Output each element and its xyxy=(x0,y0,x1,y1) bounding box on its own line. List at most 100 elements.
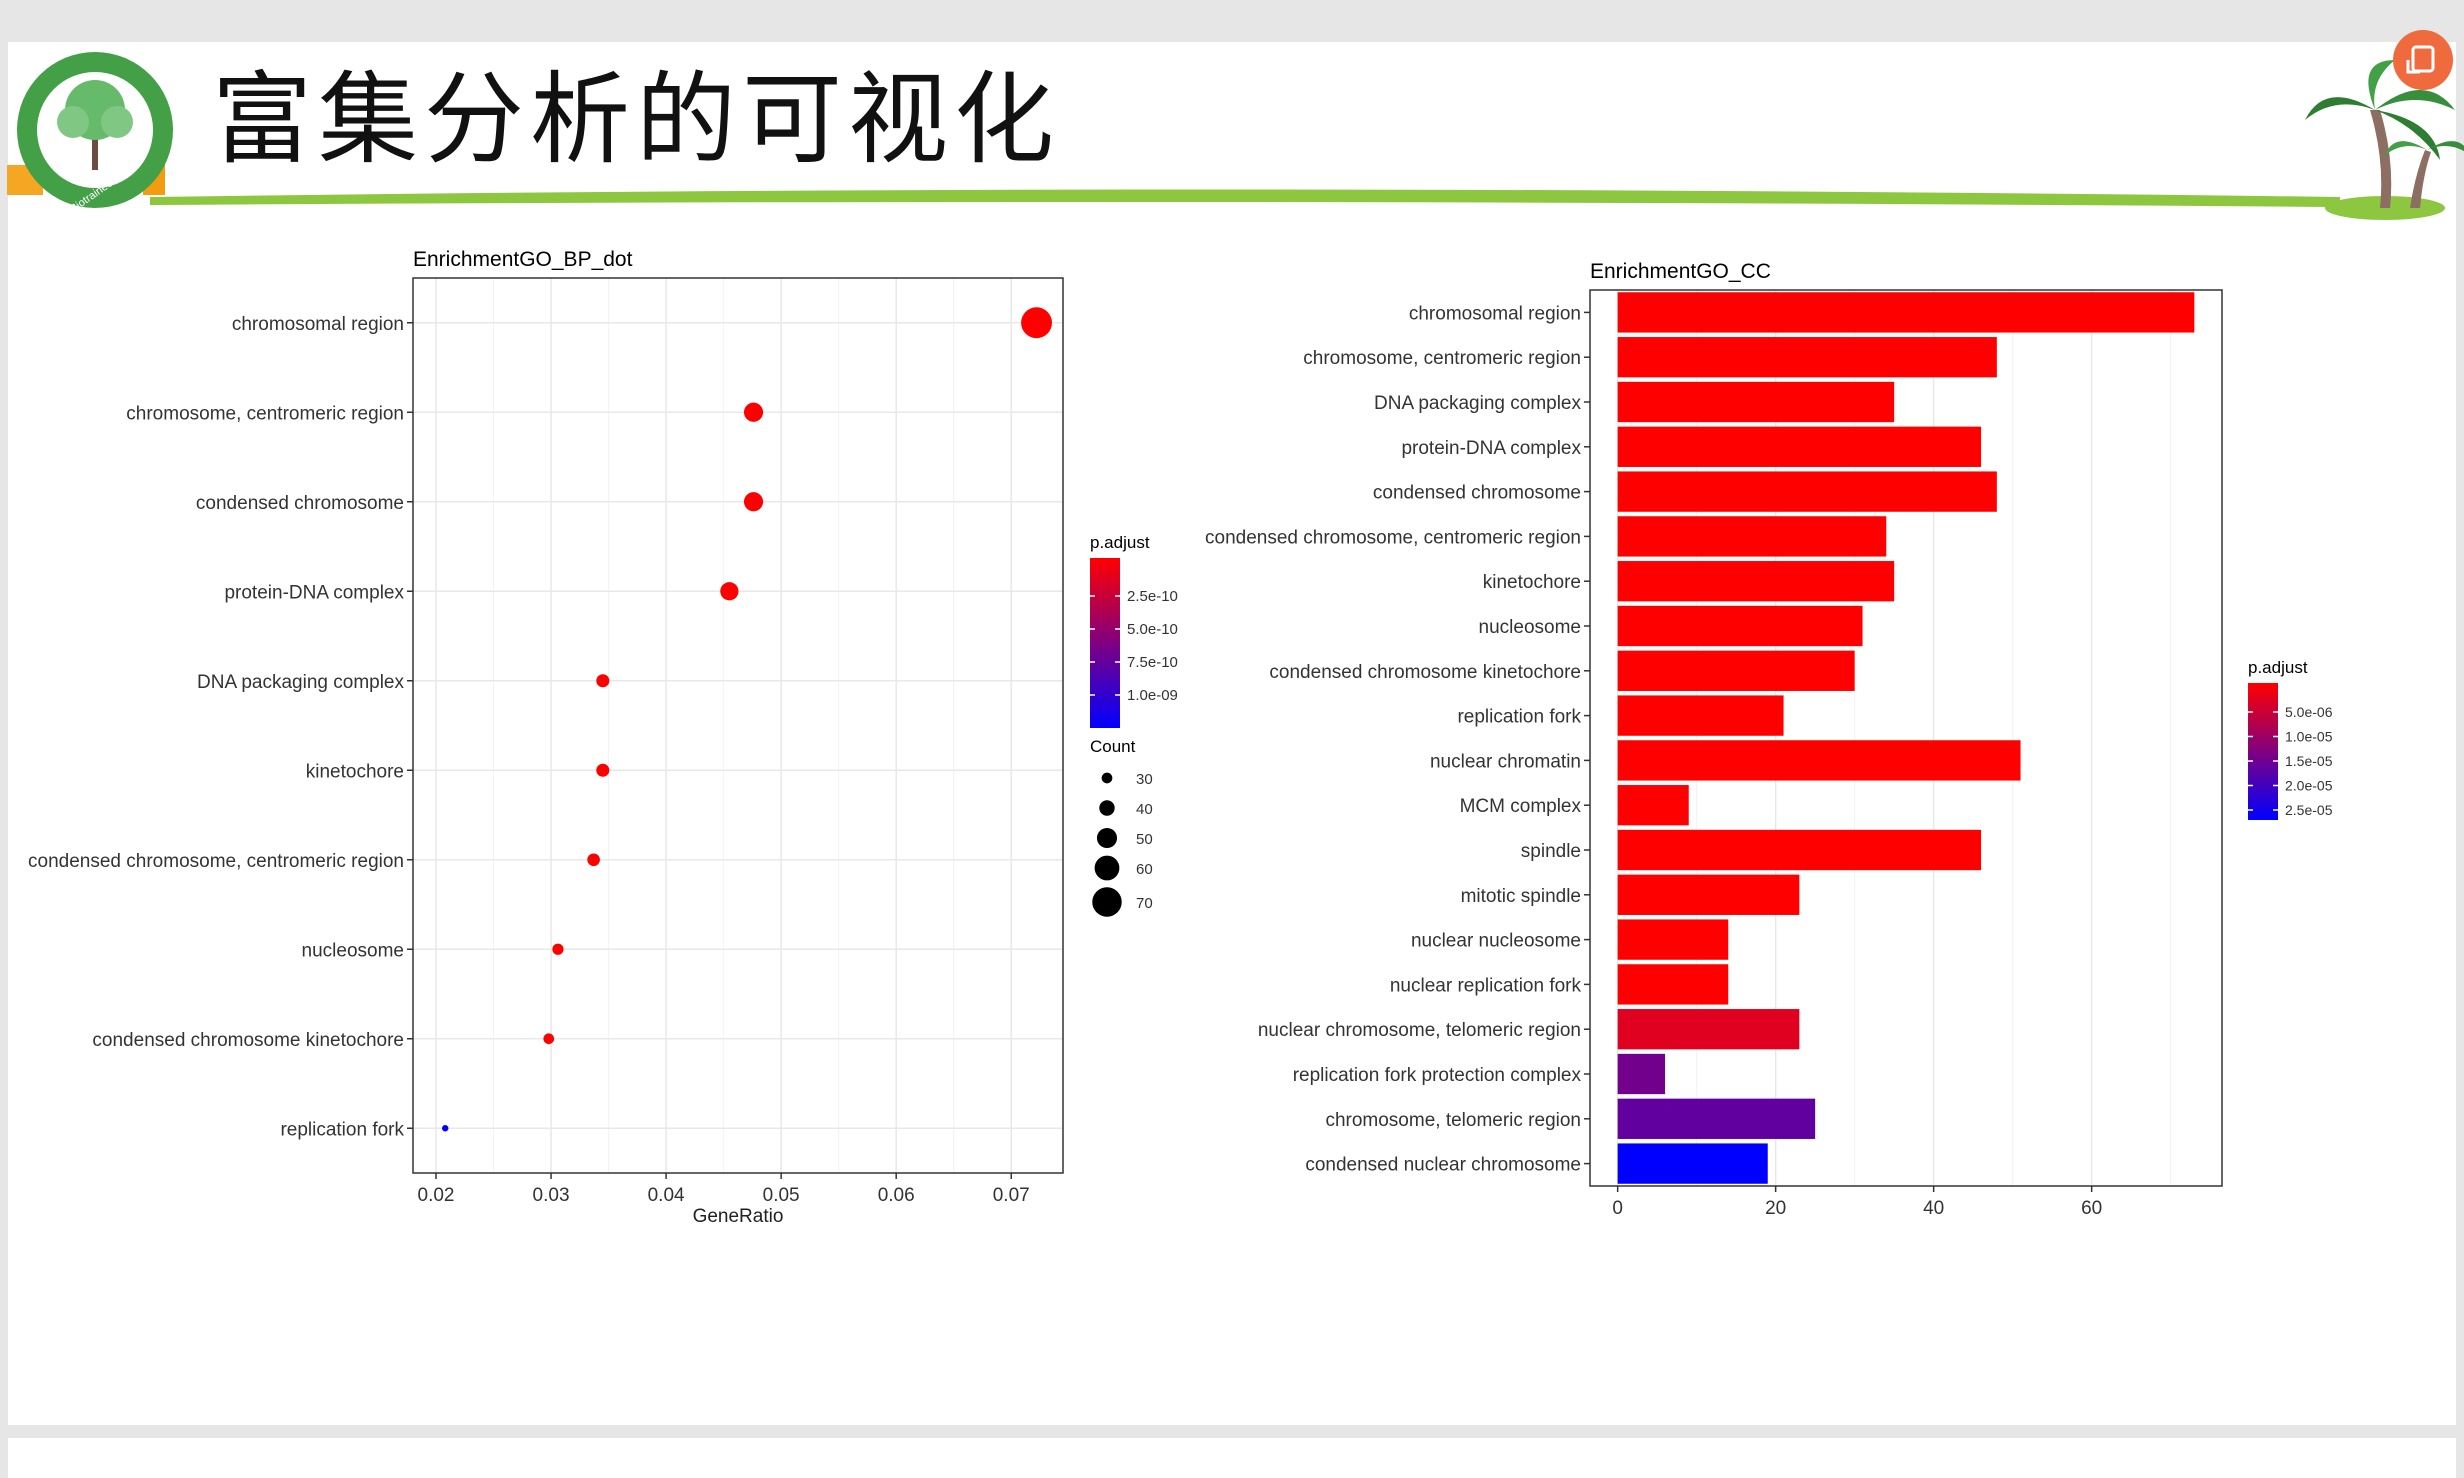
chart1-size-legend-dot xyxy=(1099,800,1115,816)
chart2-bar xyxy=(1617,695,1784,736)
chart2-bar xyxy=(1617,1009,1800,1050)
chart1-category-label: condensed chromosome, centromeric region xyxy=(28,851,404,872)
share-fab-button[interactable] xyxy=(2393,30,2453,90)
slide xyxy=(8,42,2456,1425)
bp-dot-chart: EnrichmentGO_BP_dot GeneRatio p.adjust C… xyxy=(28,248,1178,1227)
chart1-color-legend-title: p.adjust xyxy=(1090,533,1150,552)
chart2-category-label: kinetochore xyxy=(1483,572,1581,593)
chart2-title: EnrichmentGO_CC xyxy=(1590,260,1771,283)
chart2-category-label: nuclear chromatin xyxy=(1430,751,1581,772)
chart2-x-tick-label: 0 xyxy=(1612,1198,1623,1219)
chart2-category-label: protein-DNA complex xyxy=(1401,438,1581,459)
chart1-category-label: DNA packaging complex xyxy=(197,672,404,693)
chart2-category-label: chromosomal region xyxy=(1409,303,1581,324)
chart1-point xyxy=(552,943,564,955)
chart1-x-tick-label: 0.03 xyxy=(533,1185,570,1206)
chart1-category-label: chromosome, centromeric region xyxy=(126,403,404,424)
chart1-size-legend-dot xyxy=(1094,855,1120,881)
chart2-x-tick-label: 20 xyxy=(1765,1198,1786,1219)
chart2-bar xyxy=(1617,1143,1768,1184)
chart1-color-legend-bar xyxy=(1090,558,1120,728)
chart2-bar xyxy=(1617,605,1863,647)
chart1-size-legend-label: 40 xyxy=(1136,801,1153,818)
chart1-x-tick-label: 0.04 xyxy=(648,1185,685,1206)
chart2-bar xyxy=(1617,471,1997,512)
chart2-category-label: nuclear nucleosome xyxy=(1411,931,1581,952)
chart1-point xyxy=(596,763,610,777)
chart1-point xyxy=(743,402,764,422)
chart2-color-legend-label: 2.0e-05 xyxy=(2285,778,2333,794)
cc-bar-chart: EnrichmentGO_CC p.adjust chromosomal reg… xyxy=(1205,260,2333,1219)
chart1-size-legend-dot xyxy=(1101,772,1113,784)
chart2-category-label: DNA packaging complex xyxy=(1374,393,1581,414)
chart2-bar xyxy=(1617,785,1689,826)
chart2-bar xyxy=(1617,426,1982,467)
chart2-bar xyxy=(1617,874,1800,915)
chart1-category-label: condensed chromosome kinetochore xyxy=(92,1030,404,1051)
chart1-category-label: condensed chromosome xyxy=(196,493,404,514)
chart1-color-legend-label: 2.5e-10 xyxy=(1127,588,1178,605)
chart2-category-label: condensed chromosome kinetochore xyxy=(1269,662,1581,683)
chart2-category-label: replication fork protection complex xyxy=(1293,1065,1582,1086)
slide-title: 富集分析的可视化 xyxy=(212,61,1060,178)
chart2-bar xyxy=(1617,1098,1816,1139)
chart2-color-legend-label: 2.5e-05 xyxy=(2285,802,2333,818)
chart1-x-tick-label: 0.07 xyxy=(993,1185,1030,1206)
chart2-category-label: mitotic spindle xyxy=(1461,886,1581,907)
chart2-bar xyxy=(1617,919,1729,960)
chart1-x-tick-label: 0.05 xyxy=(763,1185,800,1206)
chart2-bar xyxy=(1617,1053,1666,1095)
chart1-category-label: nucleosome xyxy=(302,940,404,961)
chart2-category-label: MCM complex xyxy=(1460,796,1582,817)
palm-tree-decoration xyxy=(2305,60,2464,220)
chart1-x-tick-label: 0.02 xyxy=(418,1185,455,1206)
chart1-point xyxy=(720,582,739,601)
chart1-panel-border xyxy=(412,277,1064,1174)
chart2-panel-border xyxy=(1589,289,2223,1187)
chart1-xlabel: GeneRatio xyxy=(693,1206,784,1227)
chart1-category-label: replication fork xyxy=(280,1119,404,1140)
chart2-color-legend-bar xyxy=(2248,683,2278,820)
chart2-category-label: nuclear replication fork xyxy=(1390,975,1582,996)
chart1-point xyxy=(596,674,610,688)
next-slide-preview xyxy=(8,1438,2456,1478)
chart2-bar xyxy=(1617,964,1729,1005)
chart1-size-legend-title: Count xyxy=(1090,737,1136,756)
chart2-bar xyxy=(1617,516,1887,557)
chart2-category-label: nuclear chromosome, telomeric region xyxy=(1258,1020,1581,1041)
chart1-size-legend-dot xyxy=(1096,827,1118,849)
chart2-x-tick-label: 40 xyxy=(1923,1198,1944,1219)
chart1-color-legend-label: 1.0e-09 xyxy=(1127,687,1178,704)
chart1-point xyxy=(543,1033,555,1045)
chart1-size-legend-label: 60 xyxy=(1136,861,1153,878)
chart2-bar xyxy=(1617,561,1895,602)
chart2-category-label: spindle xyxy=(1521,841,1581,862)
chart1-x-tick-label: 0.06 xyxy=(878,1185,915,1206)
chart1-point xyxy=(587,853,600,867)
logo: Biotrainee.com xyxy=(7,52,173,216)
chart2-category-label: condensed chromosome xyxy=(1373,483,1581,504)
chart2-category-label: chromosome, telomeric region xyxy=(1325,1110,1581,1131)
chart2-bar xyxy=(1617,829,1982,871)
chart1-category-label: protein-DNA complex xyxy=(224,582,404,603)
chart1-size-legend-label: 50 xyxy=(1136,831,1153,848)
chart1-point xyxy=(1021,307,1052,339)
chart1-size-legend-label: 30 xyxy=(1136,771,1153,788)
chart2-color-legend-label: 5.0e-06 xyxy=(2285,704,2333,720)
chart2-bar xyxy=(1617,337,1997,378)
chart1-color-legend-label: 5.0e-10 xyxy=(1127,621,1178,638)
chart2-bar xyxy=(1617,292,2195,333)
header-swoosh-line xyxy=(150,189,2340,207)
chart1-size-legend-dot xyxy=(1092,887,1122,917)
chart2-x-tick-label: 60 xyxy=(2081,1198,2102,1219)
chart1-color-legend-label: 7.5e-10 xyxy=(1127,654,1178,671)
chart2-color-legend-title: p.adjust xyxy=(2248,658,2308,677)
chart1-size-legend-label: 70 xyxy=(1136,895,1153,912)
chart2-category-label: replication fork xyxy=(1457,707,1581,728)
chart1-category-label: kinetochore xyxy=(306,761,404,782)
chart2-category-label: chromosome, centromeric region xyxy=(1303,348,1581,369)
chart1-point xyxy=(743,492,764,512)
chart2-bar xyxy=(1617,740,2021,781)
chart2-color-legend-label: 1.5e-05 xyxy=(2285,753,2333,769)
chart2-category-label: nucleosome xyxy=(1479,617,1581,638)
